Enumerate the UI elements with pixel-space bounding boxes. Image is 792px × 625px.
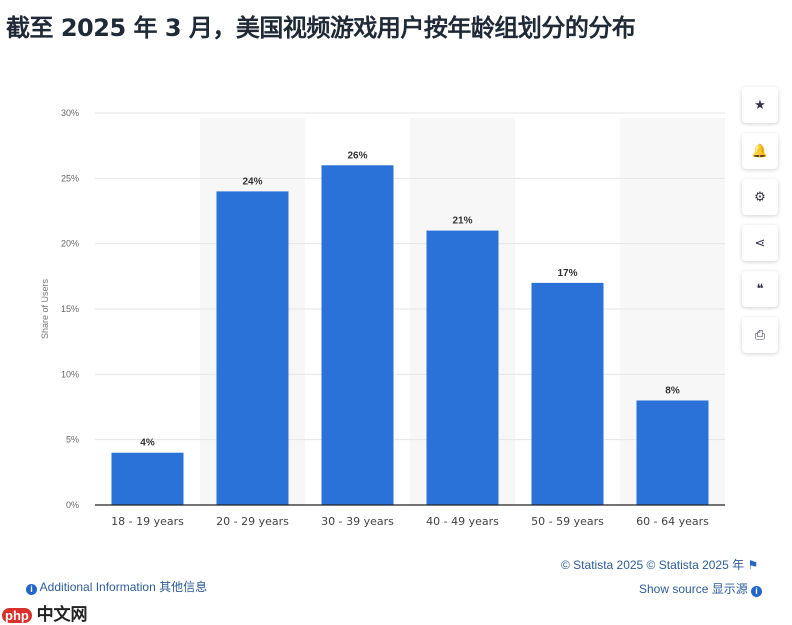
star-icon: ★ [754,97,766,112]
print-icon: ⎙ [754,327,766,342]
bar [111,452,184,505]
data-label: 21% [452,216,472,227]
copyright: © Statista 2025 © Statista 2025 年 ⚑ [561,558,759,572]
x-tick-label: 40 - 49 years [426,515,499,528]
bar [636,400,709,505]
data-label: 24% [242,176,262,187]
bell-icon: 🔔 [751,143,769,158]
data-label: 8% [665,385,680,396]
x-tick-label: 60 - 64 years [636,515,709,528]
y-tick-label: 30% [61,108,79,118]
data-label: 4% [140,438,155,449]
page-title: 截至 2025 年 3 月，美国视频游戏用户按年龄组划分的分布 [6,14,636,42]
logo: php 中文网 [2,600,88,625]
gear-button[interactable]: ⚙ [742,179,778,215]
x-tick-label: 18 - 19 years [111,515,184,528]
bar [531,282,604,505]
y-tick-label: 0% [66,500,79,510]
bar [426,230,499,505]
share-button[interactable]: ⋖ [742,225,778,261]
star-button[interactable]: ★ [742,87,778,123]
y-tick-label: 15% [61,304,79,314]
y-tick-label: 20% [61,239,79,249]
y-tick-label: 25% [61,173,79,183]
print-button[interactable]: ⎙ [742,317,778,353]
bar [216,191,289,505]
bell-button[interactable]: 🔔 [742,133,778,169]
flag-icon: ⚑ [747,558,759,572]
x-tick-label: 50 - 59 years [531,515,604,528]
info-icon: i [751,586,763,597]
x-tick-label: 30 - 39 years [321,515,394,528]
x-tick-label: 20 - 29 years [216,515,289,528]
quote-button[interactable]: ❝ [742,271,778,307]
info-icon: i [26,584,37,595]
y-tick-label: 5% [66,435,79,445]
y-axis-label: Share of Users [40,278,50,339]
y-tick-label: 10% [61,369,79,379]
quote-icon: ❝ [756,281,764,296]
data-label: 26% [347,150,367,161]
gear-icon: ⚙ [754,189,766,204]
share-icon: ⋖ [754,235,766,250]
additional-information-link[interactable]: i Additional Information 其他信息 [26,578,207,595]
bar [321,165,394,505]
show-source-link[interactable]: Show source 显示源 i [639,580,763,597]
data-label: 17% [557,268,577,279]
